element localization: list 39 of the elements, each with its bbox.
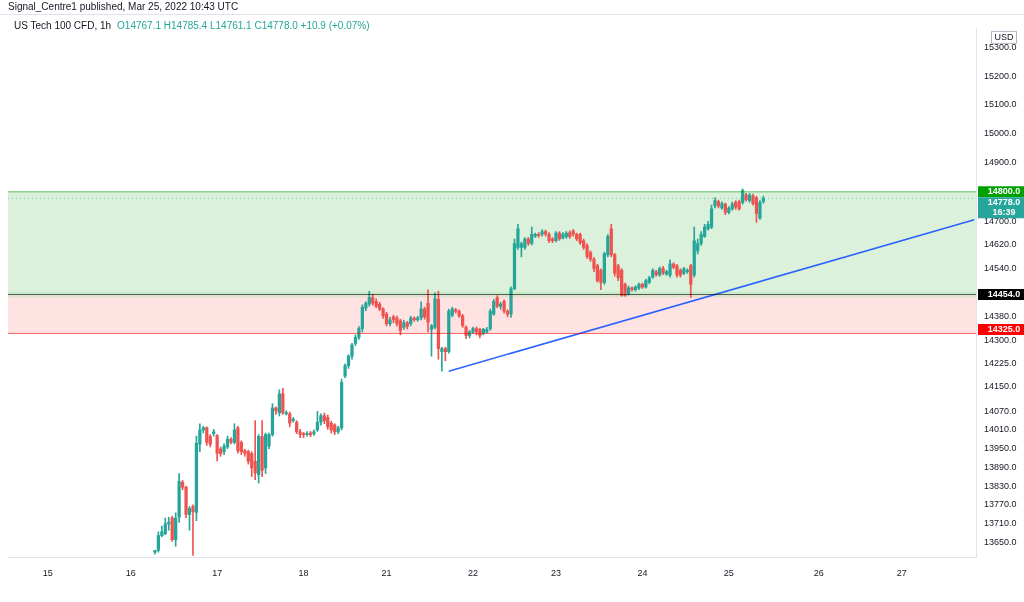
y-tick-label: 15000.0 [984, 128, 1017, 139]
y-tick-label: 13830.0 [984, 480, 1017, 491]
x-tick-label: 24 [637, 568, 648, 579]
x-tick-label: 23 [550, 568, 561, 579]
y-axis-title: USD [994, 32, 1014, 43]
x-tick-label: 22 [467, 568, 478, 579]
y-tick-label: 15300.0 [984, 42, 1017, 53]
y-tick-label: 13710.0 [984, 518, 1017, 529]
ref-line-label: 14325.0 [987, 324, 1021, 334]
chart-title: US Tech 100 CFD, 1h [14, 20, 112, 31]
ref-line-label: 14800.0 [987, 186, 1021, 197]
annotation: O14767.1 H14785.4 L14761.1 C14778.0 +10.9 (+0.07%) [117, 20, 370, 31]
x-tick-label: 16 [125, 568, 136, 579]
y-tick-label: 13770.0 [984, 499, 1017, 510]
y-tick-label: 14540.0 [984, 263, 1017, 274]
y-tick-label: 14380.0 [984, 311, 1017, 322]
y-tick-label: 14070.0 [984, 405, 1017, 416]
y-tick-label: 14700.0 [984, 215, 1017, 226]
y-tick-label: 14300.0 [984, 335, 1017, 346]
y-tick-label: 14150.0 [984, 381, 1017, 392]
y-tick-label: 15200.0 [984, 70, 1017, 81]
y-tick-label: 13950.0 [984, 443, 1017, 454]
x-tick-label: 15 [42, 568, 53, 579]
y-tick-label: 14900.0 [984, 157, 1017, 168]
y-tick-label: 15100.0 [984, 99, 1017, 110]
y-tick-label: 14010.0 [984, 424, 1017, 435]
text: Signal_Centre1 published, Mar 25, 2022 10:43 UTC [8, 1, 239, 12]
y-tick-label: 13890.0 [984, 461, 1017, 472]
ref-line-label: 14454.0 [987, 289, 1021, 299]
y-tick-label: 14620.0 [984, 239, 1017, 250]
x-tick-label: 27 [896, 568, 907, 579]
x-tick-label: 25 [723, 568, 734, 579]
y-tick-label: 13650.0 [984, 537, 1017, 548]
x-tick-label: 17 [212, 568, 223, 579]
ref-line-label: 14778.0 16:39 [987, 197, 1021, 218]
x-tick-label: 26 [813, 568, 824, 579]
x-tick-label: 18 [298, 568, 309, 579]
x-tick-label: 21 [381, 568, 392, 579]
y-tick-label: 14225.0 [984, 358, 1017, 369]
